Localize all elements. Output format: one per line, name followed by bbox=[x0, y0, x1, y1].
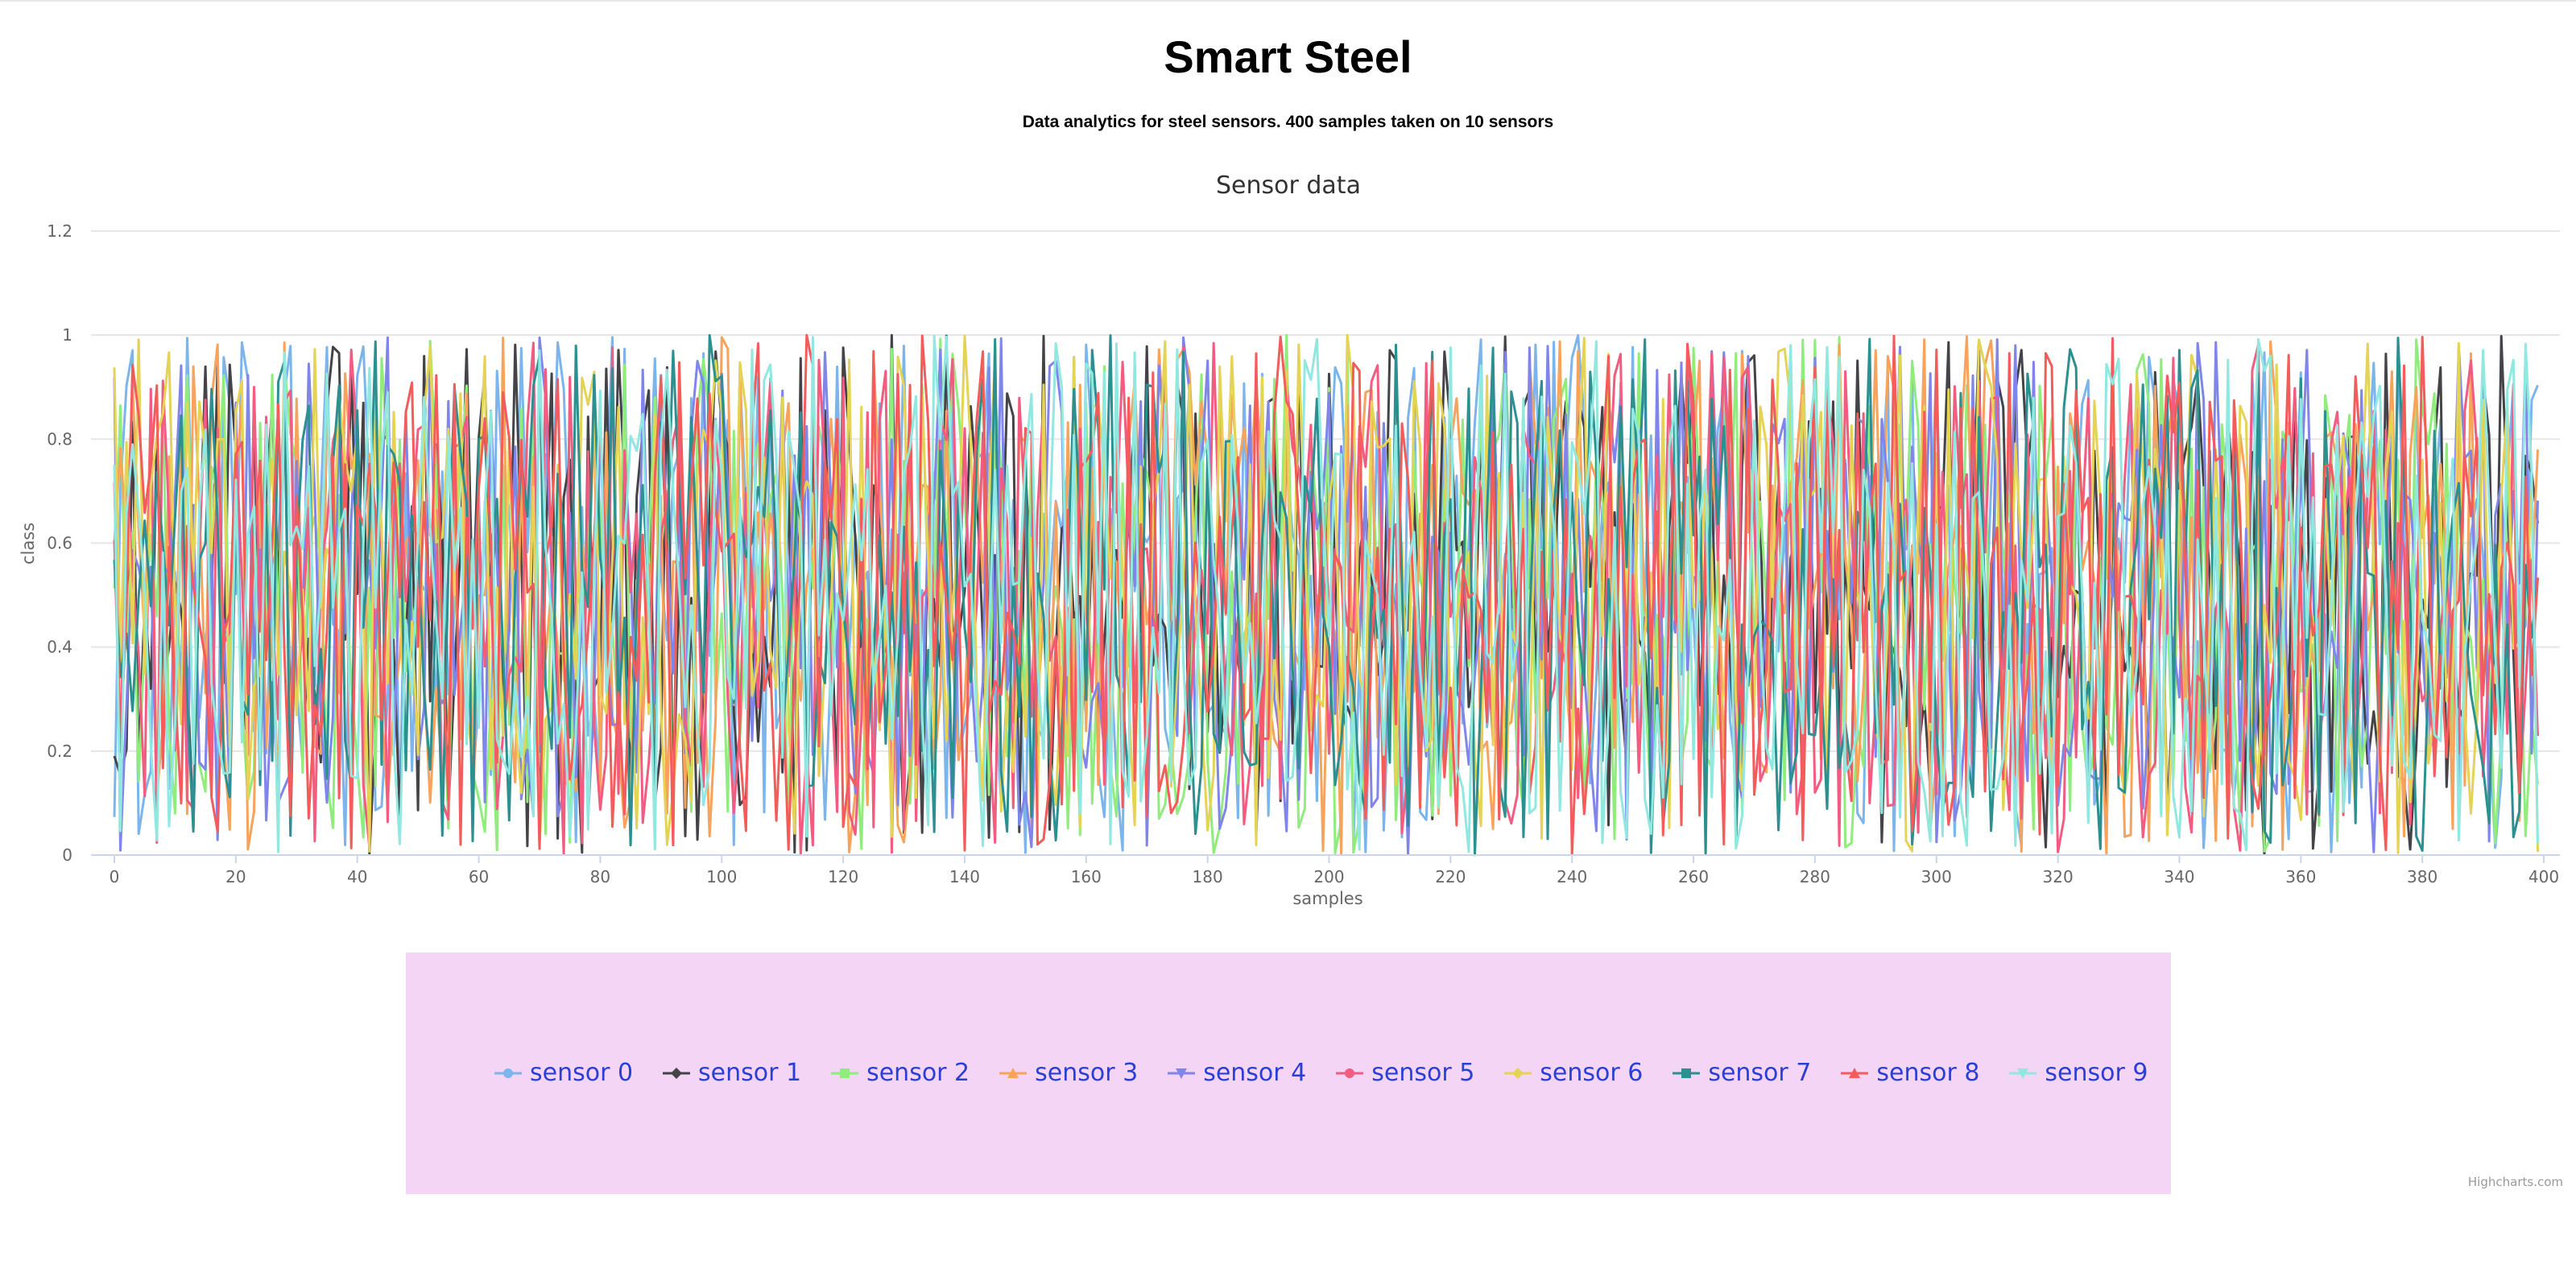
legend-item-sensor-3[interactable]: sensor 3 bbox=[999, 1059, 1138, 1087]
y-tick-label: 0.2 bbox=[47, 742, 72, 761]
x-tick-label: 120 bbox=[828, 867, 858, 886]
legend-label: sensor 9 bbox=[2045, 1059, 2148, 1087]
legend: sensor 0 sensor 1 sensor 2 sensor 3 sensor 4… bbox=[406, 952, 2171, 1194]
legend-marker-icon bbox=[1841, 1065, 1869, 1081]
y-tick-label: 1.2 bbox=[47, 221, 72, 241]
y-tick-label: 0.6 bbox=[47, 534, 72, 553]
legend-item-sensor-8[interactable]: sensor 8 bbox=[1841, 1059, 1979, 1087]
x-tick-label: 160 bbox=[1071, 867, 1102, 886]
legend-item-sensor-9[interactable]: sensor 9 bbox=[2009, 1059, 2148, 1087]
x-tick-label: 320 bbox=[2043, 867, 2074, 886]
legend-marker-icon bbox=[1336, 1065, 1364, 1081]
x-tick-label: 260 bbox=[1678, 867, 1709, 886]
sensor-line-chart: Sensor data 0 0.2 0.4 0.6 0.8 1 1.2 0 20 40 60 80 10… bbox=[19, 171, 2560, 908]
top-border bbox=[0, 0, 2576, 2]
x-tick-label: 0 bbox=[110, 867, 120, 886]
legend-label: sensor 0 bbox=[530, 1059, 634, 1087]
y-tick-label: 0 bbox=[62, 845, 72, 865]
legend-marker-icon bbox=[999, 1065, 1028, 1081]
legend-label: sensor 4 bbox=[1203, 1059, 1307, 1087]
legend-item-sensor-4[interactable]: sensor 4 bbox=[1168, 1059, 1306, 1087]
legend-item-sensor-0[interactable]: sensor 0 bbox=[494, 1059, 633, 1087]
legend-label: sensor 1 bbox=[698, 1059, 802, 1087]
x-axis-title: samples bbox=[1292, 889, 1362, 908]
y-tick-label: 0.8 bbox=[47, 429, 72, 448]
page-title: Smart Steel bbox=[1164, 31, 1412, 82]
x-tick-label: 280 bbox=[1800, 867, 1830, 886]
legend-label: sensor 5 bbox=[1371, 1059, 1475, 1087]
legend-marker-icon bbox=[1168, 1065, 1196, 1081]
x-tick-label: 140 bbox=[949, 867, 980, 886]
chart-title: Sensor data bbox=[1216, 171, 1361, 200]
legend-label: sensor 6 bbox=[1540, 1059, 1644, 1087]
series-line-sensor-9[interactable] bbox=[113, 334, 2539, 853]
x-tick-label: 360 bbox=[2285, 867, 2316, 886]
legend-item-sensor-6[interactable]: sensor 6 bbox=[1504, 1059, 1643, 1087]
legend-marker-icon bbox=[831, 1065, 859, 1081]
series-line-sensor-6[interactable] bbox=[113, 333, 2539, 854]
legend-label: sensor 7 bbox=[1708, 1059, 1812, 1087]
x-tick-label: 300 bbox=[1921, 867, 1952, 886]
x-tick-label: 40 bbox=[347, 867, 367, 886]
y-axis-title: class bbox=[19, 523, 38, 564]
legend-item-sensor-5[interactable]: sensor 5 bbox=[1336, 1059, 1474, 1087]
y-tick-label: 0.4 bbox=[47, 638, 72, 657]
x-tick-label: 100 bbox=[706, 867, 737, 886]
legend-marker-icon bbox=[494, 1065, 522, 1081]
legend-item-sensor-2[interactable]: sensor 2 bbox=[831, 1059, 970, 1087]
legend-label: sensor 2 bbox=[866, 1059, 970, 1087]
y-tick-label: 1 bbox=[62, 325, 72, 345]
legend-item-sensor-7[interactable]: sensor 7 bbox=[1673, 1059, 1811, 1087]
legend-marker-icon bbox=[2009, 1065, 2037, 1081]
x-tick-label: 340 bbox=[2164, 867, 2194, 886]
x-tick-label: 200 bbox=[1313, 867, 1344, 886]
x-tick-label: 220 bbox=[1435, 867, 1466, 886]
credits-link[interactable]: Highcharts.com bbox=[2467, 1175, 2563, 1189]
x-tick-label: 380 bbox=[2407, 867, 2437, 886]
legend-item-sensor-1[interactable]: sensor 1 bbox=[663, 1059, 801, 1087]
legend-label: sensor 8 bbox=[1876, 1059, 1980, 1087]
x-tick-label: 400 bbox=[2528, 867, 2559, 886]
legend-marker-icon bbox=[1504, 1065, 1532, 1081]
axes: 0 0.2 0.4 0.6 0.8 1 1.2 0 20 40 60 80 100 120 140 160 18… bbox=[47, 221, 2560, 886]
x-tick-label: 240 bbox=[1557, 867, 1587, 886]
legend-items: sensor 0 sensor 1 sensor 2 sensor 3 sensor 4… bbox=[494, 1059, 2177, 1087]
x-tick-label: 180 bbox=[1193, 867, 1223, 886]
legend-marker-icon bbox=[663, 1065, 691, 1081]
page-subtitle: Data analytics for steel sensors. 400 sa… bbox=[1022, 113, 1554, 131]
legend-label: sensor 3 bbox=[1035, 1059, 1139, 1087]
series-lines bbox=[113, 333, 2539, 857]
x-tick-label: 20 bbox=[225, 867, 246, 886]
x-tick-label: 80 bbox=[590, 867, 610, 886]
legend-marker-icon bbox=[1673, 1065, 1701, 1081]
x-tick-label: 60 bbox=[469, 867, 489, 886]
